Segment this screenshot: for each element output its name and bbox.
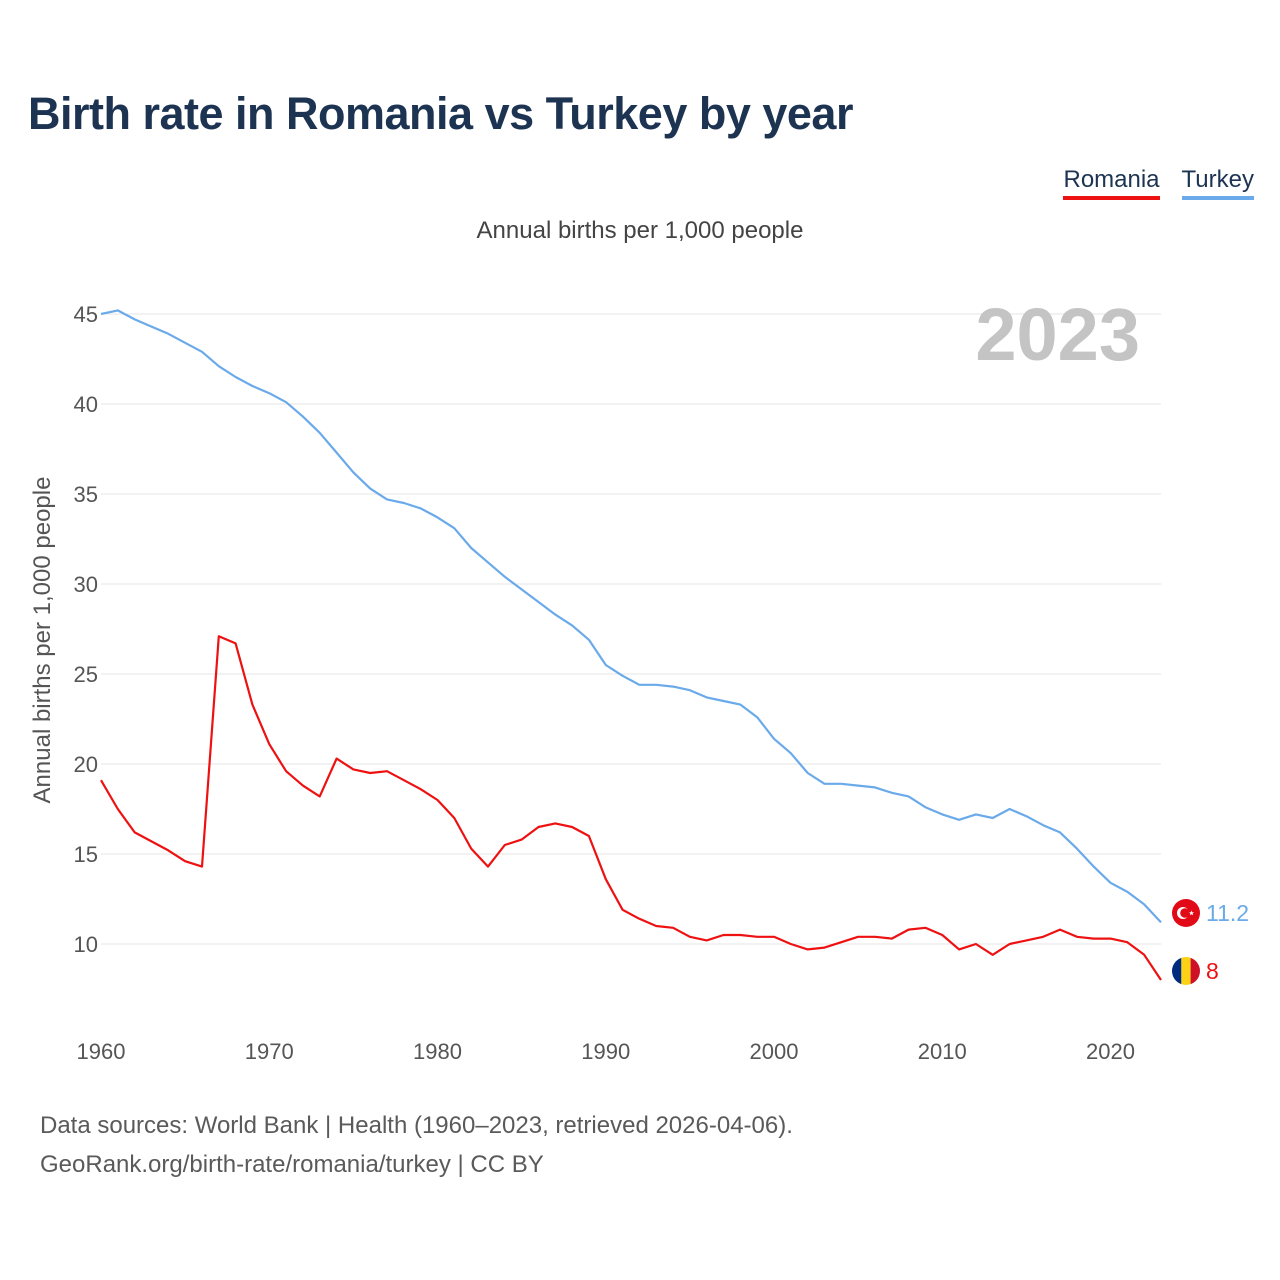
- series-line-turkey: [100, 309, 1162, 924]
- x-tick-label: 2020: [1086, 1039, 1135, 1064]
- sources-url[interactable]: GeoRank.org/birth-rate/romania/turkey | …: [40, 1151, 544, 1178]
- y-tick-label: 45: [74, 302, 98, 327]
- data-sources: Data sources: World Bank | Health (1960–…: [40, 1106, 793, 1184]
- y-tick-label: 20: [74, 752, 98, 777]
- year-watermark: 2023: [975, 293, 1140, 376]
- y-tick-label: 40: [74, 392, 98, 417]
- end-value-label-romania: 8: [1206, 958, 1219, 984]
- legend-item-romania[interactable]: Romania: [1063, 166, 1160, 200]
- chart-subtitle: Annual births per 1,000 people: [476, 217, 804, 244]
- series-line-romania: [100, 635, 1162, 981]
- x-tick-label: 1970: [245, 1039, 294, 1064]
- x-tick-label: 1960: [77, 1039, 126, 1064]
- chart-title: Birth rate in Romania vs Turkey by year: [28, 88, 853, 139]
- end-value-label-turkey: 11.2: [1206, 900, 1249, 926]
- romania-flag-icon: [1172, 957, 1200, 985]
- turkey-flag-icon: [1172, 899, 1200, 927]
- y-tick-label: 30: [74, 572, 98, 597]
- legend-item-turkey[interactable]: Turkey: [1181, 166, 1254, 200]
- x-tick-label: 1980: [413, 1039, 462, 1064]
- y-tick-label: 15: [74, 842, 98, 867]
- grid-lines: [101, 313, 1161, 945]
- y-tick-label: 35: [74, 482, 98, 507]
- y-tick-label: 25: [74, 662, 98, 687]
- x-tick-label: 1990: [581, 1039, 630, 1064]
- legend: Romania Turkey: [1063, 166, 1254, 200]
- y-axis-label: Annual births per 1,000 people: [29, 477, 56, 804]
- x-tick-label: 2010: [918, 1039, 967, 1064]
- sources-line: Data sources: World Bank | Health (1960–…: [40, 1112, 793, 1139]
- x-axis-ticks: 1960 1970 1980 1990 2000 2010 2020: [77, 1039, 1135, 1064]
- y-tick-label: 10: [74, 932, 98, 957]
- series-lines: [100, 309, 1162, 981]
- y-axis-ticks: 10 15 20 25 30 35 40 45: [74, 302, 98, 957]
- x-tick-label: 2000: [750, 1039, 799, 1064]
- line-chart: 10 15 20 25 30 35 40 45 1960 1970 1980 1990 2000 201…: [29, 293, 1249, 1064]
